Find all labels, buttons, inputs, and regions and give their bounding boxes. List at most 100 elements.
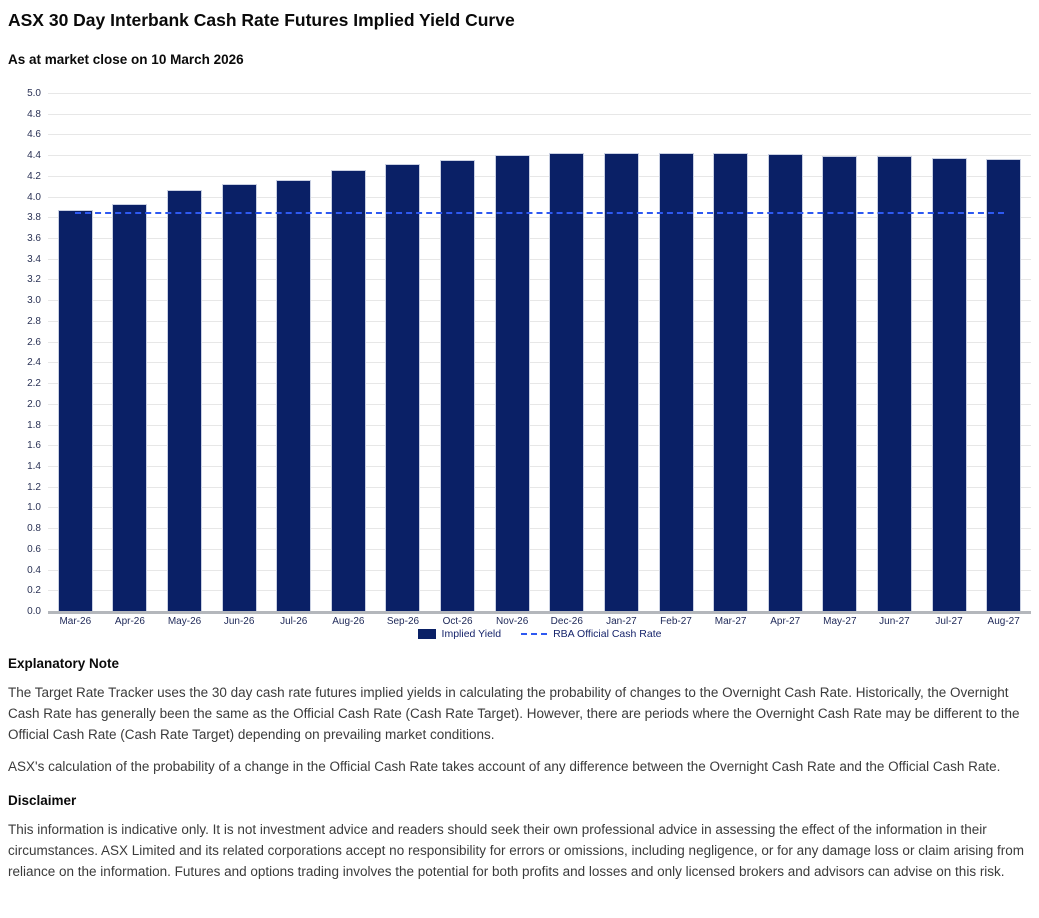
- bar-slot: [321, 94, 376, 612]
- implied-yield-bar-Dec-26: [549, 153, 585, 612]
- implied-yield-bar-Oct-26: [440, 160, 476, 612]
- bar-slot: [539, 94, 594, 612]
- x-axis-line: [48, 611, 1031, 614]
- y-tick-label: 1.0: [27, 502, 41, 514]
- x-tick-label: Feb-27: [660, 616, 692, 627]
- gridline: [48, 217, 1031, 219]
- bar-slot: [430, 94, 485, 612]
- yield-curve-chart: 0.0 0.2 0.4 0.6 0.8 1.0 1.2 1.4 1.6 1.8 2.0 2.2 2.4 2…: [8, 89, 1031, 640]
- implied-yield-bar-Jun-26: [221, 183, 257, 612]
- bar-slot: [758, 94, 813, 612]
- x-tick-label: May-27: [823, 616, 857, 627]
- implied-yield-bar-Aug-27: [986, 158, 1022, 612]
- y-tick-label: 2.0: [27, 398, 41, 410]
- y-tick-label: 2.6: [27, 336, 41, 348]
- explanatory-note-heading: Explanatory Note: [8, 656, 120, 671]
- gridline: [48, 383, 1031, 385]
- gridline: [48, 113, 1031, 115]
- y-tick-label: 1.4: [27, 460, 41, 472]
- y-tick-label: 1.6: [27, 440, 41, 452]
- gridline: [48, 528, 1031, 530]
- notes-section: Explanatory Note The Target Rate Tracker…: [8, 656, 1031, 882]
- gridline: [48, 465, 1031, 467]
- gridline: [48, 569, 1031, 571]
- bar-slot: [976, 94, 1031, 612]
- y-tick-label: 0.2: [27, 585, 41, 597]
- gridline: [48, 134, 1031, 136]
- legend-label-implied-yield: Implied Yield: [441, 628, 502, 640]
- legend-label-rba-cash-rate: RBA Official Cash Rate: [553, 628, 662, 640]
- gridline: [48, 507, 1031, 509]
- x-tick-label: Jun-27: [879, 616, 910, 627]
- y-tick-label: 2.8: [27, 315, 41, 327]
- y-tick-label: 3.0: [27, 295, 41, 307]
- bar-slot: [922, 94, 977, 612]
- y-tick-label: 4.2: [27, 170, 41, 182]
- bar-slot: [703, 94, 758, 612]
- y-tick-label: 4.4: [27, 150, 41, 162]
- bar-slot: [649, 94, 704, 612]
- x-tick-label: Aug-26: [332, 616, 365, 627]
- x-tick-label: Apr-27: [770, 616, 801, 627]
- y-tick-label: 3.2: [27, 274, 41, 286]
- implied-yield-bar-Jan-27: [603, 153, 639, 612]
- report-page: ASX 30 Day Interbank Cash Rate Futures I…: [8, 10, 1031, 882]
- y-tick-label: 4.6: [27, 129, 41, 141]
- plot-area: [48, 93, 1031, 614]
- implied-yield-bar-Jul-26: [276, 180, 312, 612]
- implied-yield-bar-Nov-26: [494, 154, 530, 612]
- gridline: [48, 238, 1031, 240]
- implied-yield-bar-Jun-27: [876, 155, 912, 612]
- x-tick-label: Apr-26: [114, 616, 145, 627]
- x-tick-label: Nov-26: [496, 616, 529, 627]
- y-tick-label: 3.8: [27, 212, 41, 224]
- x-tick-label: May-26: [167, 616, 202, 627]
- gridline: [48, 279, 1031, 281]
- y-tick-label: 2.4: [27, 357, 41, 369]
- rba-official-cash-rate-line: [75, 212, 1004, 215]
- page-title: ASX 30 Day Interbank Cash Rate Futures I…: [8, 10, 515, 30]
- gridline: [48, 320, 1031, 322]
- bar-slot: [48, 94, 103, 612]
- implied-yield-bar-Aug-26: [330, 170, 366, 612]
- y-tick-label: 1.2: [27, 481, 41, 493]
- y-axis: 0.0 0.2 0.4 0.6 0.8 1.0 1.2 1.4 1.6 1.8 2.0 2.2 2.4 2…: [8, 89, 48, 617]
- implied-yield-bar-Apr-27: [767, 154, 803, 612]
- y-tick-label: 4.8: [27, 108, 41, 120]
- gridline: [48, 258, 1031, 260]
- bar-slot: [813, 94, 868, 612]
- implied-yield-bar-Mar-26: [57, 209, 93, 612]
- y-tick-label: 5.0: [27, 88, 41, 99]
- bar-slot: [485, 94, 540, 612]
- bar-slot: [594, 94, 649, 612]
- explanatory-paragraph-2: ASX's calculation of the probability of …: [8, 759, 1001, 774]
- chart-legend: Implied Yield RBA Official Cash Rate: [48, 628, 1031, 640]
- y-tick-label: 4.0: [27, 191, 41, 203]
- implied-yield-bar-Mar-27: [713, 153, 749, 612]
- y-tick-label: 1.8: [27, 419, 41, 431]
- implied-yield-bar-Apr-26: [112, 204, 148, 612]
- y-tick-label: 3.6: [27, 233, 41, 245]
- rba-cash-rate-line-swatch: [521, 633, 548, 635]
- implied-yield-bar-May-26: [167, 189, 203, 612]
- y-tick-label: 0.4: [27, 564, 41, 576]
- explanatory-paragraph-1: The Target Rate Tracker uses the 30 day …: [8, 685, 1020, 742]
- gridline: [48, 155, 1031, 157]
- disclaimer-paragraph: This information is indicative only. It …: [8, 822, 1024, 879]
- y-tick-label: 0.8: [27, 523, 41, 535]
- x-tick-label: Aug-27: [987, 616, 1020, 627]
- implied-yield-bar-Feb-27: [658, 152, 694, 612]
- gridline: [48, 93, 1031, 94]
- x-tick-label: Jul-26: [280, 616, 308, 627]
- gridline: [48, 445, 1031, 447]
- bar-slot: [266, 94, 321, 612]
- gridline: [48, 548, 1031, 550]
- bar-slot: [103, 94, 158, 612]
- x-tick-label: Mar-26: [59, 616, 92, 627]
- x-tick-label: Jan-27: [606, 616, 637, 627]
- disclaimer-heading: Disclaimer: [8, 793, 77, 808]
- gridline: [48, 341, 1031, 343]
- y-tick-label: 0.6: [27, 543, 41, 555]
- y-tick-label: 2.2: [27, 378, 41, 390]
- bar-slot: [376, 94, 431, 612]
